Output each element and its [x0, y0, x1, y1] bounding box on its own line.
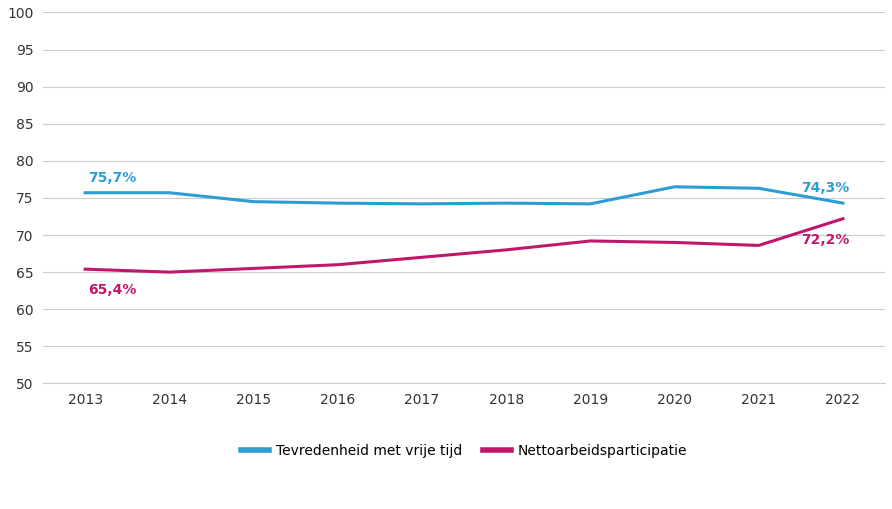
Nettoarbeidsparticipatie: [754, 242, 764, 248]
Nettoarbeidsparticipatie: [838, 216, 848, 222]
Tevredenheid met vrije tijd: [754, 185, 764, 191]
Tevredenheid met vrije tijd: [333, 200, 343, 206]
Nettoarbeidsparticipatie: [669, 239, 680, 245]
Nettoarbeidsparticipatie: [164, 269, 175, 275]
Nettoarbeidsparticipatie: [79, 266, 90, 272]
Tevredenheid met vrije tijd: [585, 201, 596, 207]
Tevredenheid met vrije tijd: [248, 199, 259, 205]
Nettoarbeidsparticipatie: [417, 254, 427, 260]
Text: 74,3%: 74,3%: [801, 181, 849, 195]
Tevredenheid met vrije tijd: [164, 190, 175, 196]
Text: 65,4%: 65,4%: [88, 283, 136, 297]
Nettoarbeidsparticipatie: [333, 262, 343, 268]
Tevredenheid met vrije tijd: [669, 184, 680, 190]
Nettoarbeidsparticipatie: [248, 265, 259, 271]
Nettoarbeidsparticipatie: [500, 247, 511, 253]
Tevredenheid met vrije tijd: [417, 201, 427, 207]
Tevredenheid met vrije tijd: [838, 200, 848, 206]
Text: 72,2%: 72,2%: [801, 233, 850, 247]
Tevredenheid met vrije tijd: [500, 200, 511, 206]
Tevredenheid met vrije tijd: [79, 190, 90, 196]
Line: Tevredenheid met vrije tijd: Tevredenheid met vrije tijd: [85, 187, 843, 204]
Line: Nettoarbeidsparticipatie: Nettoarbeidsparticipatie: [85, 219, 843, 272]
Legend: Tevredenheid met vrije tijd, Nettoarbeidsparticipatie: Tevredenheid met vrije tijd, Nettoarbeid…: [235, 439, 692, 464]
Nettoarbeidsparticipatie: [585, 238, 596, 244]
Text: 75,7%: 75,7%: [88, 171, 136, 185]
